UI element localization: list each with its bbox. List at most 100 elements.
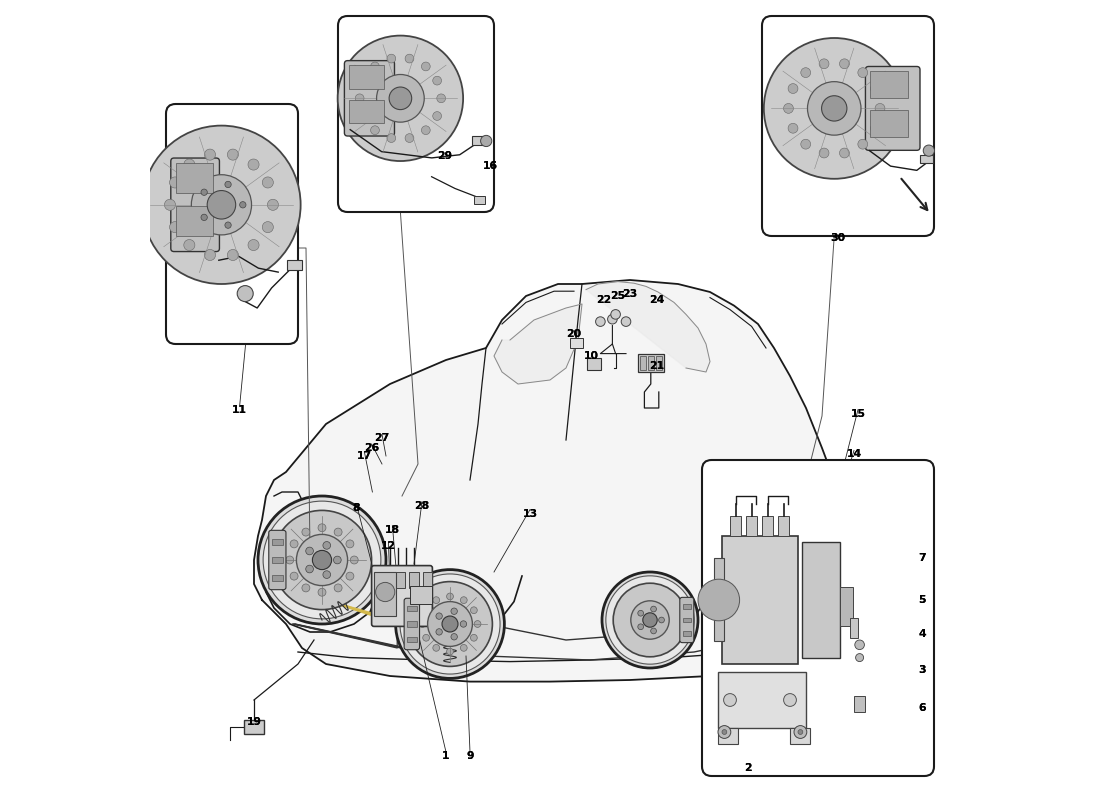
Circle shape [296,534,348,586]
Text: 30: 30 [830,233,846,242]
Circle shape [451,634,458,640]
Circle shape [471,634,477,641]
Circle shape [432,645,440,651]
Circle shape [405,134,414,142]
Circle shape [312,550,331,570]
Text: 21: 21 [649,362,664,371]
Circle shape [436,613,442,619]
Text: 13: 13 [522,509,538,518]
Circle shape [224,222,231,228]
Text: 17: 17 [356,451,372,461]
Bar [474,196,485,204]
Bar [870,110,909,137]
Circle shape [375,582,395,602]
Circle shape [142,126,300,284]
Text: 6: 6 [918,703,926,713]
Circle shape [607,314,617,324]
Text: 4: 4 [918,629,926,638]
Circle shape [360,112,368,120]
Circle shape [783,694,796,706]
Circle shape [923,145,934,156]
Bar [586,358,602,370]
Text: 14: 14 [846,450,861,459]
FancyBboxPatch shape [372,566,432,626]
Circle shape [630,601,669,639]
Bar [407,606,417,611]
Circle shape [807,82,861,135]
Bar [396,572,405,588]
Circle shape [350,556,359,564]
Circle shape [595,317,605,326]
Circle shape [471,607,477,614]
Circle shape [389,87,411,110]
Text: 25: 25 [610,291,626,301]
Bar [683,618,691,622]
Text: 18: 18 [385,525,400,534]
Circle shape [301,584,310,592]
Text: 8: 8 [353,503,360,513]
Text: 15: 15 [850,409,866,418]
Text: 19: 19 [246,717,262,726]
Circle shape [228,149,239,160]
Circle shape [432,76,441,85]
Text: 15: 15 [850,409,866,418]
FancyBboxPatch shape [404,598,419,650]
Circle shape [408,582,493,666]
Circle shape [461,597,468,603]
FancyBboxPatch shape [170,158,219,251]
Bar [272,538,283,545]
Circle shape [738,516,834,612]
Text: 18: 18 [385,525,400,534]
Circle shape [786,549,793,555]
Circle shape [273,510,372,610]
Bar [176,206,212,237]
Circle shape [856,654,864,662]
Bar [683,604,691,609]
Circle shape [698,579,739,621]
Circle shape [772,554,779,560]
Circle shape [164,199,176,210]
Text: 4: 4 [918,629,926,638]
Circle shape [786,573,793,579]
Text: 28: 28 [415,501,430,510]
Bar [683,631,691,636]
Circle shape [205,149,216,160]
Circle shape [788,84,798,94]
Circle shape [442,616,458,632]
Circle shape [207,190,235,219]
Bar [854,696,866,712]
Text: 1: 1 [442,751,450,761]
Text: 5: 5 [918,595,926,605]
Circle shape [447,593,453,600]
Bar [407,622,417,626]
Text: 7: 7 [918,554,926,563]
Text: 10: 10 [584,351,600,361]
Bar [730,516,741,536]
Bar [382,572,392,588]
FancyBboxPatch shape [338,16,494,212]
Text: 9: 9 [466,751,474,761]
Circle shape [746,524,826,604]
Circle shape [201,189,207,195]
Circle shape [613,583,686,657]
Circle shape [318,588,326,596]
Bar [822,576,830,582]
Circle shape [801,68,811,78]
Bar [349,99,384,123]
FancyBboxPatch shape [762,16,934,236]
Text: 9: 9 [466,751,474,761]
Circle shape [334,584,342,592]
Circle shape [405,54,414,63]
Text: 1: 1 [442,751,450,761]
Text: 27: 27 [374,434,389,443]
Circle shape [419,621,426,627]
Polygon shape [494,304,582,384]
Circle shape [839,59,849,69]
Bar [656,356,662,370]
Circle shape [169,222,180,233]
Bar [850,618,858,638]
FancyBboxPatch shape [166,104,298,344]
Polygon shape [254,280,854,682]
Text: 29: 29 [437,151,452,161]
Circle shape [436,629,442,635]
